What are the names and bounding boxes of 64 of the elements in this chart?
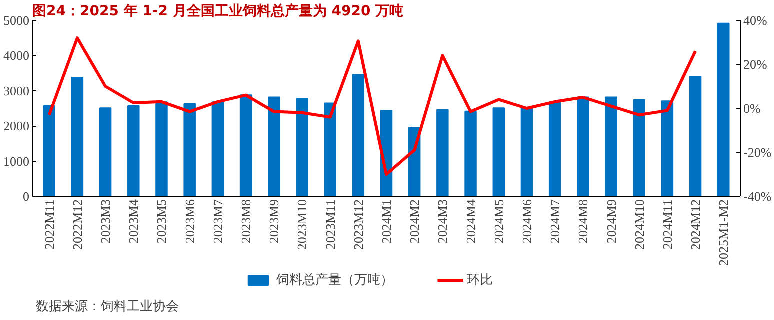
y-tick-label: 2000 <box>4 118 30 134</box>
x-tick-label: 2023M3 <box>98 199 114 244</box>
x-tick-label: 2024M10 <box>632 199 647 250</box>
x-tick-label: 2023M12 <box>350 199 366 250</box>
x-tick-label: 2024M7 <box>548 199 563 244</box>
x-tick-label: 2023M7 <box>210 199 226 244</box>
bar <box>184 103 196 196</box>
bar <box>240 94 252 196</box>
bar <box>268 96 280 196</box>
line-series <box>48 36 698 176</box>
x-tick-label: 2024M12 <box>688 199 704 250</box>
x-tick-label: 2023M4 <box>126 199 142 244</box>
x-tick-label: 2023M10 <box>294 199 310 250</box>
y2-tick-label: 40% <box>744 13 768 28</box>
bar <box>43 106 56 196</box>
x-tick-label: 2024M4 <box>463 199 478 244</box>
bar <box>689 76 702 196</box>
y-tick-label: 1000 <box>4 154 30 169</box>
x-tick-label: 2024M9 <box>604 199 619 244</box>
y2-tick-label: -20% <box>744 145 772 160</box>
bar <box>324 102 336 196</box>
x-tick-label: 2023M6 <box>182 199 198 244</box>
bar <box>464 110 477 196</box>
y-tick-label: 5000 <box>4 13 30 28</box>
y2-tick-label: 0% <box>744 101 761 116</box>
source-note: 数据来源：饲料工业协会 <box>36 300 180 314</box>
x-tick-label: 2025M1-M2 <box>716 199 732 266</box>
bar <box>128 106 140 196</box>
y-tick-label: 3000 <box>4 83 30 98</box>
y-tick-label: 4000 <box>4 48 30 64</box>
x-tick-label: 2023M11 <box>322 200 338 250</box>
bar <box>352 74 365 196</box>
bar <box>99 108 112 196</box>
bar <box>520 108 534 196</box>
x-tick-label: 2022M11 <box>42 200 57 250</box>
x-tick-label: 2024M5 <box>491 199 506 244</box>
y2-tick-label: 20% <box>744 57 768 72</box>
x-tick-label: 2024M3 <box>435 199 450 244</box>
x-tick-label: 2024M8 <box>576 199 591 244</box>
bar <box>718 22 730 196</box>
x-tick-label: 2022M12 <box>70 199 85 250</box>
bar <box>548 102 562 196</box>
chart-title: 图24：2025 年 1-2 月全国工业饲料总产量为 4920 万吨 <box>32 2 404 20</box>
bar <box>661 100 674 196</box>
y-tick-label: 0 <box>23 189 30 204</box>
y2-tick-label: -40% <box>744 189 772 204</box>
x-tick-label: 2023M8 <box>238 199 254 244</box>
legend-label: 环比 <box>466 273 493 288</box>
x-tick-label: 2023M5 <box>154 199 170 244</box>
bar <box>71 77 84 196</box>
bar <box>605 96 618 196</box>
bar <box>212 102 224 196</box>
x-tick-label: 2024M6 <box>519 199 534 244</box>
legend-label: 饲料总产量（万吨） <box>276 273 394 288</box>
x-tick-label: 2023M9 <box>266 199 282 244</box>
x-tick-label: 2024M2 <box>407 199 422 244</box>
bar <box>296 98 308 196</box>
bar <box>156 102 168 196</box>
x-tick-label: 2024M1 <box>379 199 394 244</box>
x-tick-label: 2024M11 <box>660 200 675 250</box>
bar <box>577 96 590 196</box>
bar <box>633 100 646 196</box>
bar <box>436 109 449 196</box>
bar <box>492 108 505 196</box>
